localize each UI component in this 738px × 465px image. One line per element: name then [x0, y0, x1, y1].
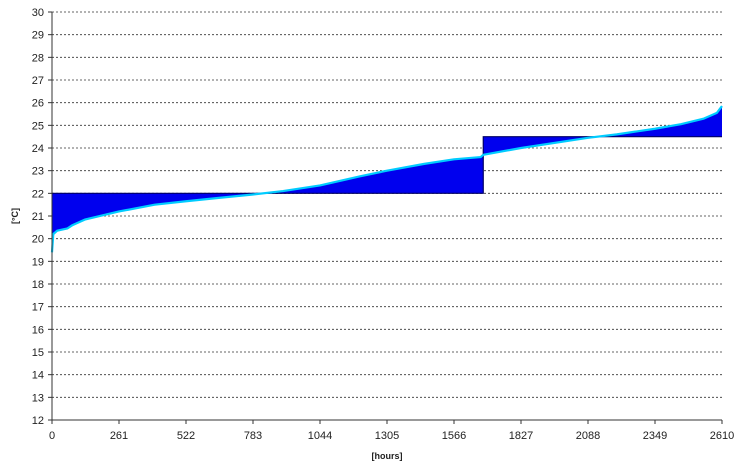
- y-tick-label: 26: [32, 98, 44, 110]
- x-tick-label: 1044: [308, 430, 332, 442]
- deviation-fill-area: [52, 106, 722, 253]
- x-tick-label: 1827: [509, 430, 533, 442]
- x-tick-label: 0: [49, 430, 55, 442]
- y-tick-label: 13: [32, 392, 44, 404]
- y-tick-label: 25: [32, 120, 44, 132]
- x-tick-label: 522: [177, 430, 195, 442]
- y-tick-label: 12: [32, 415, 44, 427]
- y-axis-title: [°C]: [10, 208, 20, 224]
- x-tick-label: 1305: [375, 430, 399, 442]
- y-tick-label: 19: [32, 256, 44, 268]
- y-tick-label: 18: [32, 279, 44, 291]
- x-tick-label: 2349: [643, 430, 667, 442]
- x-tick-label: 1566: [442, 430, 466, 442]
- x-tick-label: 261: [110, 430, 128, 442]
- y-tick-label: 28: [32, 52, 44, 64]
- y-tick-label: 22: [32, 188, 44, 200]
- y-tick-label: 17: [32, 302, 44, 314]
- y-tick-label: 29: [32, 30, 44, 42]
- x-tick-labels: 0 261 522 783 1044 1305 1566 1827 2088 2349 2610: [49, 430, 734, 442]
- y-tick-labels: 12 13 14 15 16 17 18 19 20 21 22 23 24 25 26 27 28 29 30: [32, 7, 44, 427]
- gridlines: [48, 11, 723, 424]
- y-tick-label: 24: [32, 143, 44, 155]
- y-tick-label: 20: [32, 234, 44, 246]
- x-axis-title: [hours]: [372, 451, 403, 461]
- y-tick-label: 15: [32, 347, 44, 359]
- y-tick-label: 16: [32, 324, 44, 336]
- x-tick-label: 2088: [576, 430, 600, 442]
- y-tick-label: 21: [32, 211, 44, 223]
- y-tick-label: 14: [32, 370, 44, 382]
- axes: [51, 12, 722, 421]
- x-tick-label: 2610: [710, 430, 734, 442]
- temperature-curve-line: [50, 105, 723, 253]
- plot-area: [50, 105, 723, 253]
- y-tick-label: 27: [32, 75, 44, 87]
- y-tick-label: 30: [32, 7, 44, 19]
- x-tick-label: 783: [244, 430, 262, 442]
- y-tick-label: 23: [32, 166, 44, 178]
